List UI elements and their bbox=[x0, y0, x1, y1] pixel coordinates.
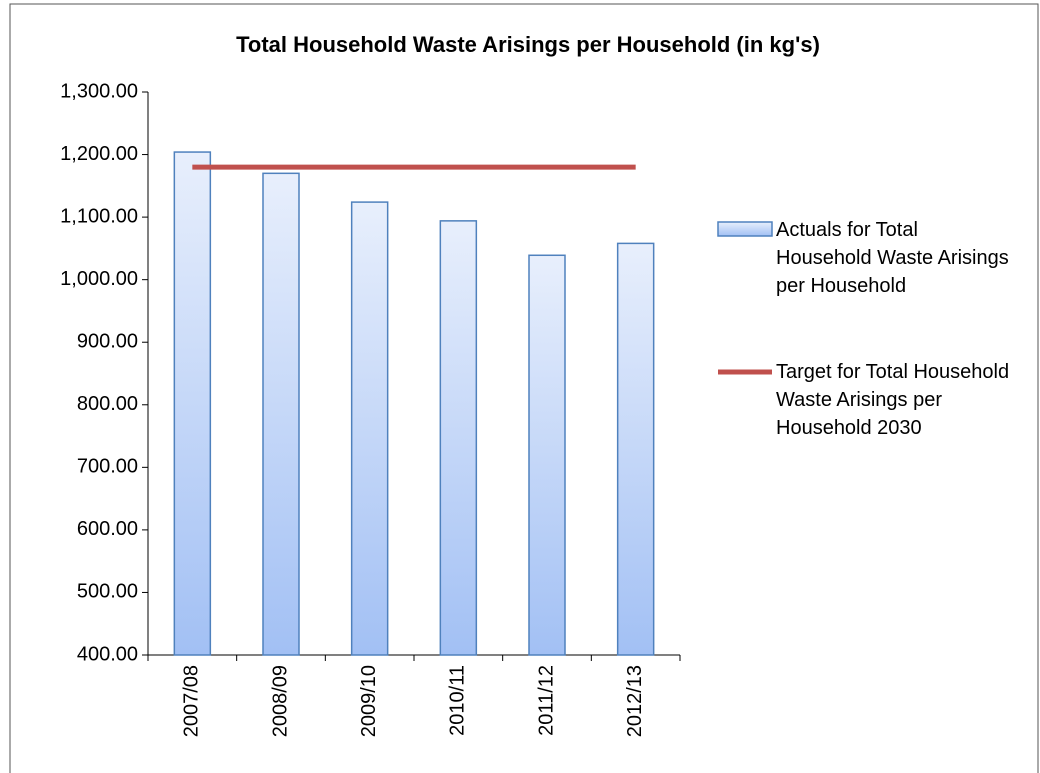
x-tick-label: 2010/11 bbox=[447, 665, 469, 736]
legend-label: Actuals for Total Household Waste Arisin… bbox=[776, 219, 1009, 297]
y-tick-label: 500.00 bbox=[77, 581, 138, 603]
y-tick-label: 900.00 bbox=[77, 331, 138, 353]
x-tick-label: 2012/13 bbox=[624, 665, 646, 737]
y-tick-label: 600.00 bbox=[77, 518, 138, 540]
y-tick-label: 400.00 bbox=[77, 643, 138, 665]
x-tick-label: 2007/08 bbox=[181, 665, 203, 737]
y-tick-label: 1,200.00 bbox=[60, 143, 138, 165]
x-tick-label: 2008/09 bbox=[269, 665, 291, 737]
bar bbox=[262, 172, 300, 656]
bar bbox=[528, 254, 566, 656]
chart-frame bbox=[9, 3, 1039, 773]
bar bbox=[173, 151, 212, 656]
x-tick-label: 2009/10 bbox=[358, 665, 380, 737]
y-tick-label: 700.00 bbox=[77, 456, 138, 478]
bar bbox=[439, 220, 478, 656]
y-tick-label: 1,100.00 bbox=[60, 205, 138, 227]
x-tick-label: 2011/12 bbox=[535, 665, 557, 736]
legend-swatch bbox=[717, 221, 773, 237]
bar bbox=[616, 242, 655, 656]
y-tick-label: 800.00 bbox=[77, 393, 138, 415]
y-tick-label: 1,000.00 bbox=[60, 268, 138, 290]
legend-label: Target for Total Household Waste Arising… bbox=[776, 361, 1010, 439]
bar bbox=[350, 201, 389, 656]
chart-title: Total Household Waste Arisings per House… bbox=[236, 32, 820, 57]
y-tick-label: 1,300.00 bbox=[60, 80, 138, 102]
